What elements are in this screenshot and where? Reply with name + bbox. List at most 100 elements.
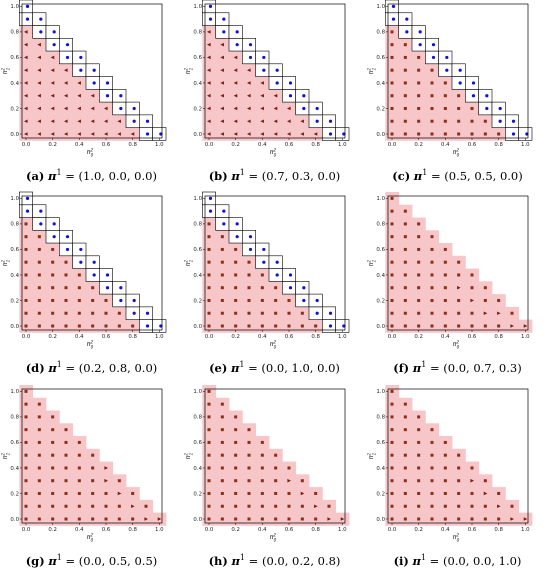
square-marker (457, 132, 461, 136)
square-marker (24, 453, 28, 457)
square-marker (77, 440, 81, 444)
square-marker (234, 504, 238, 508)
circle-marker (262, 247, 266, 252)
y-axis-label: π21 (184, 259, 194, 266)
triangle-left-marker (117, 119, 121, 124)
square-marker (51, 428, 55, 432)
square-marker (457, 324, 461, 328)
axes-frame (204, 3, 346, 139)
triangle-left-marker (117, 132, 121, 136)
triangle-left-marker (233, 93, 238, 98)
circle-marker (39, 17, 43, 21)
x-axis-label: π2 0 (270, 533, 277, 543)
triangle-left-marker (220, 106, 224, 111)
y-tick-label: 0.6 (376, 247, 385, 253)
square-marker (77, 466, 81, 470)
square-marker (274, 324, 278, 328)
circle-marker (288, 286, 293, 290)
square-marker (220, 517, 224, 521)
triangle-left-marker (247, 81, 251, 85)
square-marker (220, 428, 224, 432)
square-marker (417, 298, 421, 302)
square-marker (207, 273, 211, 277)
panel-label: (c) (392, 168, 411, 183)
x-tick-label: 0.6 (102, 334, 111, 340)
circle-marker (471, 81, 476, 85)
square-marker (117, 324, 121, 328)
panel-caption: (g) π1 = (0.0, 0.5, 0.5) (25, 553, 158, 568)
pi-superscript: 1 (56, 168, 62, 177)
square-marker (37, 415, 41, 419)
y-axis-label: π21 (1, 67, 11, 74)
square-marker (274, 517, 278, 521)
square-marker (510, 311, 514, 315)
square-marker (77, 298, 81, 302)
square-marker (24, 222, 28, 226)
square-marker (51, 517, 55, 521)
square-marker (51, 260, 55, 264)
x-tick-label: 0.0 (205, 142, 214, 148)
circle-marker (262, 68, 266, 72)
square-marker (403, 517, 407, 521)
square-marker (457, 119, 461, 123)
triangle-left-marker (50, 81, 55, 85)
square-marker (430, 94, 434, 98)
square-marker (37, 324, 41, 328)
square-marker (220, 324, 224, 328)
circle-marker (235, 222, 239, 226)
triangle-right-marker (470, 478, 474, 483)
triangle-left-marker (90, 106, 95, 111)
square-marker (207, 491, 211, 495)
circle-marker (52, 222, 56, 226)
y-tick-label: 1.0 (193, 4, 202, 10)
square-marker (300, 517, 304, 521)
square-marker (430, 466, 434, 470)
circle-marker (208, 4, 213, 8)
square-marker (417, 428, 421, 432)
square-marker (234, 311, 238, 315)
square-marker (470, 517, 474, 521)
square-marker (327, 504, 331, 508)
square-marker (37, 504, 41, 508)
x-axis-label: π2 0 (87, 533, 94, 543)
square-marker (443, 298, 447, 302)
square-marker (403, 209, 407, 213)
square-marker (247, 273, 251, 277)
panel-label: (i) (393, 553, 409, 568)
circle-marker (132, 119, 136, 123)
square-marker (390, 119, 394, 123)
pi-superscript: 1 (422, 168, 428, 177)
square-marker (77, 479, 81, 483)
x-tick-label: 0.2 (414, 334, 423, 340)
triangle-left-marker (24, 55, 28, 60)
square-marker (24, 247, 28, 251)
square-marker (24, 466, 28, 470)
square-marker (220, 402, 224, 406)
triangle-left-marker (300, 119, 304, 124)
triangle-left-marker (104, 119, 108, 124)
y-tick-label: 0.2 (10, 106, 19, 112)
triangle-left-marker (37, 93, 41, 98)
triangle-left-marker (207, 68, 211, 72)
square-marker (24, 298, 28, 302)
circle-marker (92, 260, 96, 264)
square-marker (64, 491, 68, 495)
y-tick-label: 0.6 (193, 247, 202, 253)
square-marker (117, 517, 121, 521)
circle-marker (119, 286, 123, 290)
square-marker (260, 504, 264, 508)
square-marker (51, 504, 55, 508)
y-axis-label: π21 (367, 259, 377, 266)
square-marker (470, 466, 474, 470)
x-tick-label: 1.0 (155, 142, 164, 148)
square-marker (457, 260, 461, 264)
square-marker (470, 491, 474, 495)
axes-frame (21, 388, 163, 524)
square-marker (483, 504, 487, 508)
square-marker (443, 479, 447, 483)
y-axis-label: π21 (367, 67, 377, 74)
triangle-right-marker (483, 491, 488, 496)
square-marker (131, 324, 135, 328)
square-marker (483, 119, 487, 123)
square-marker (470, 311, 474, 315)
